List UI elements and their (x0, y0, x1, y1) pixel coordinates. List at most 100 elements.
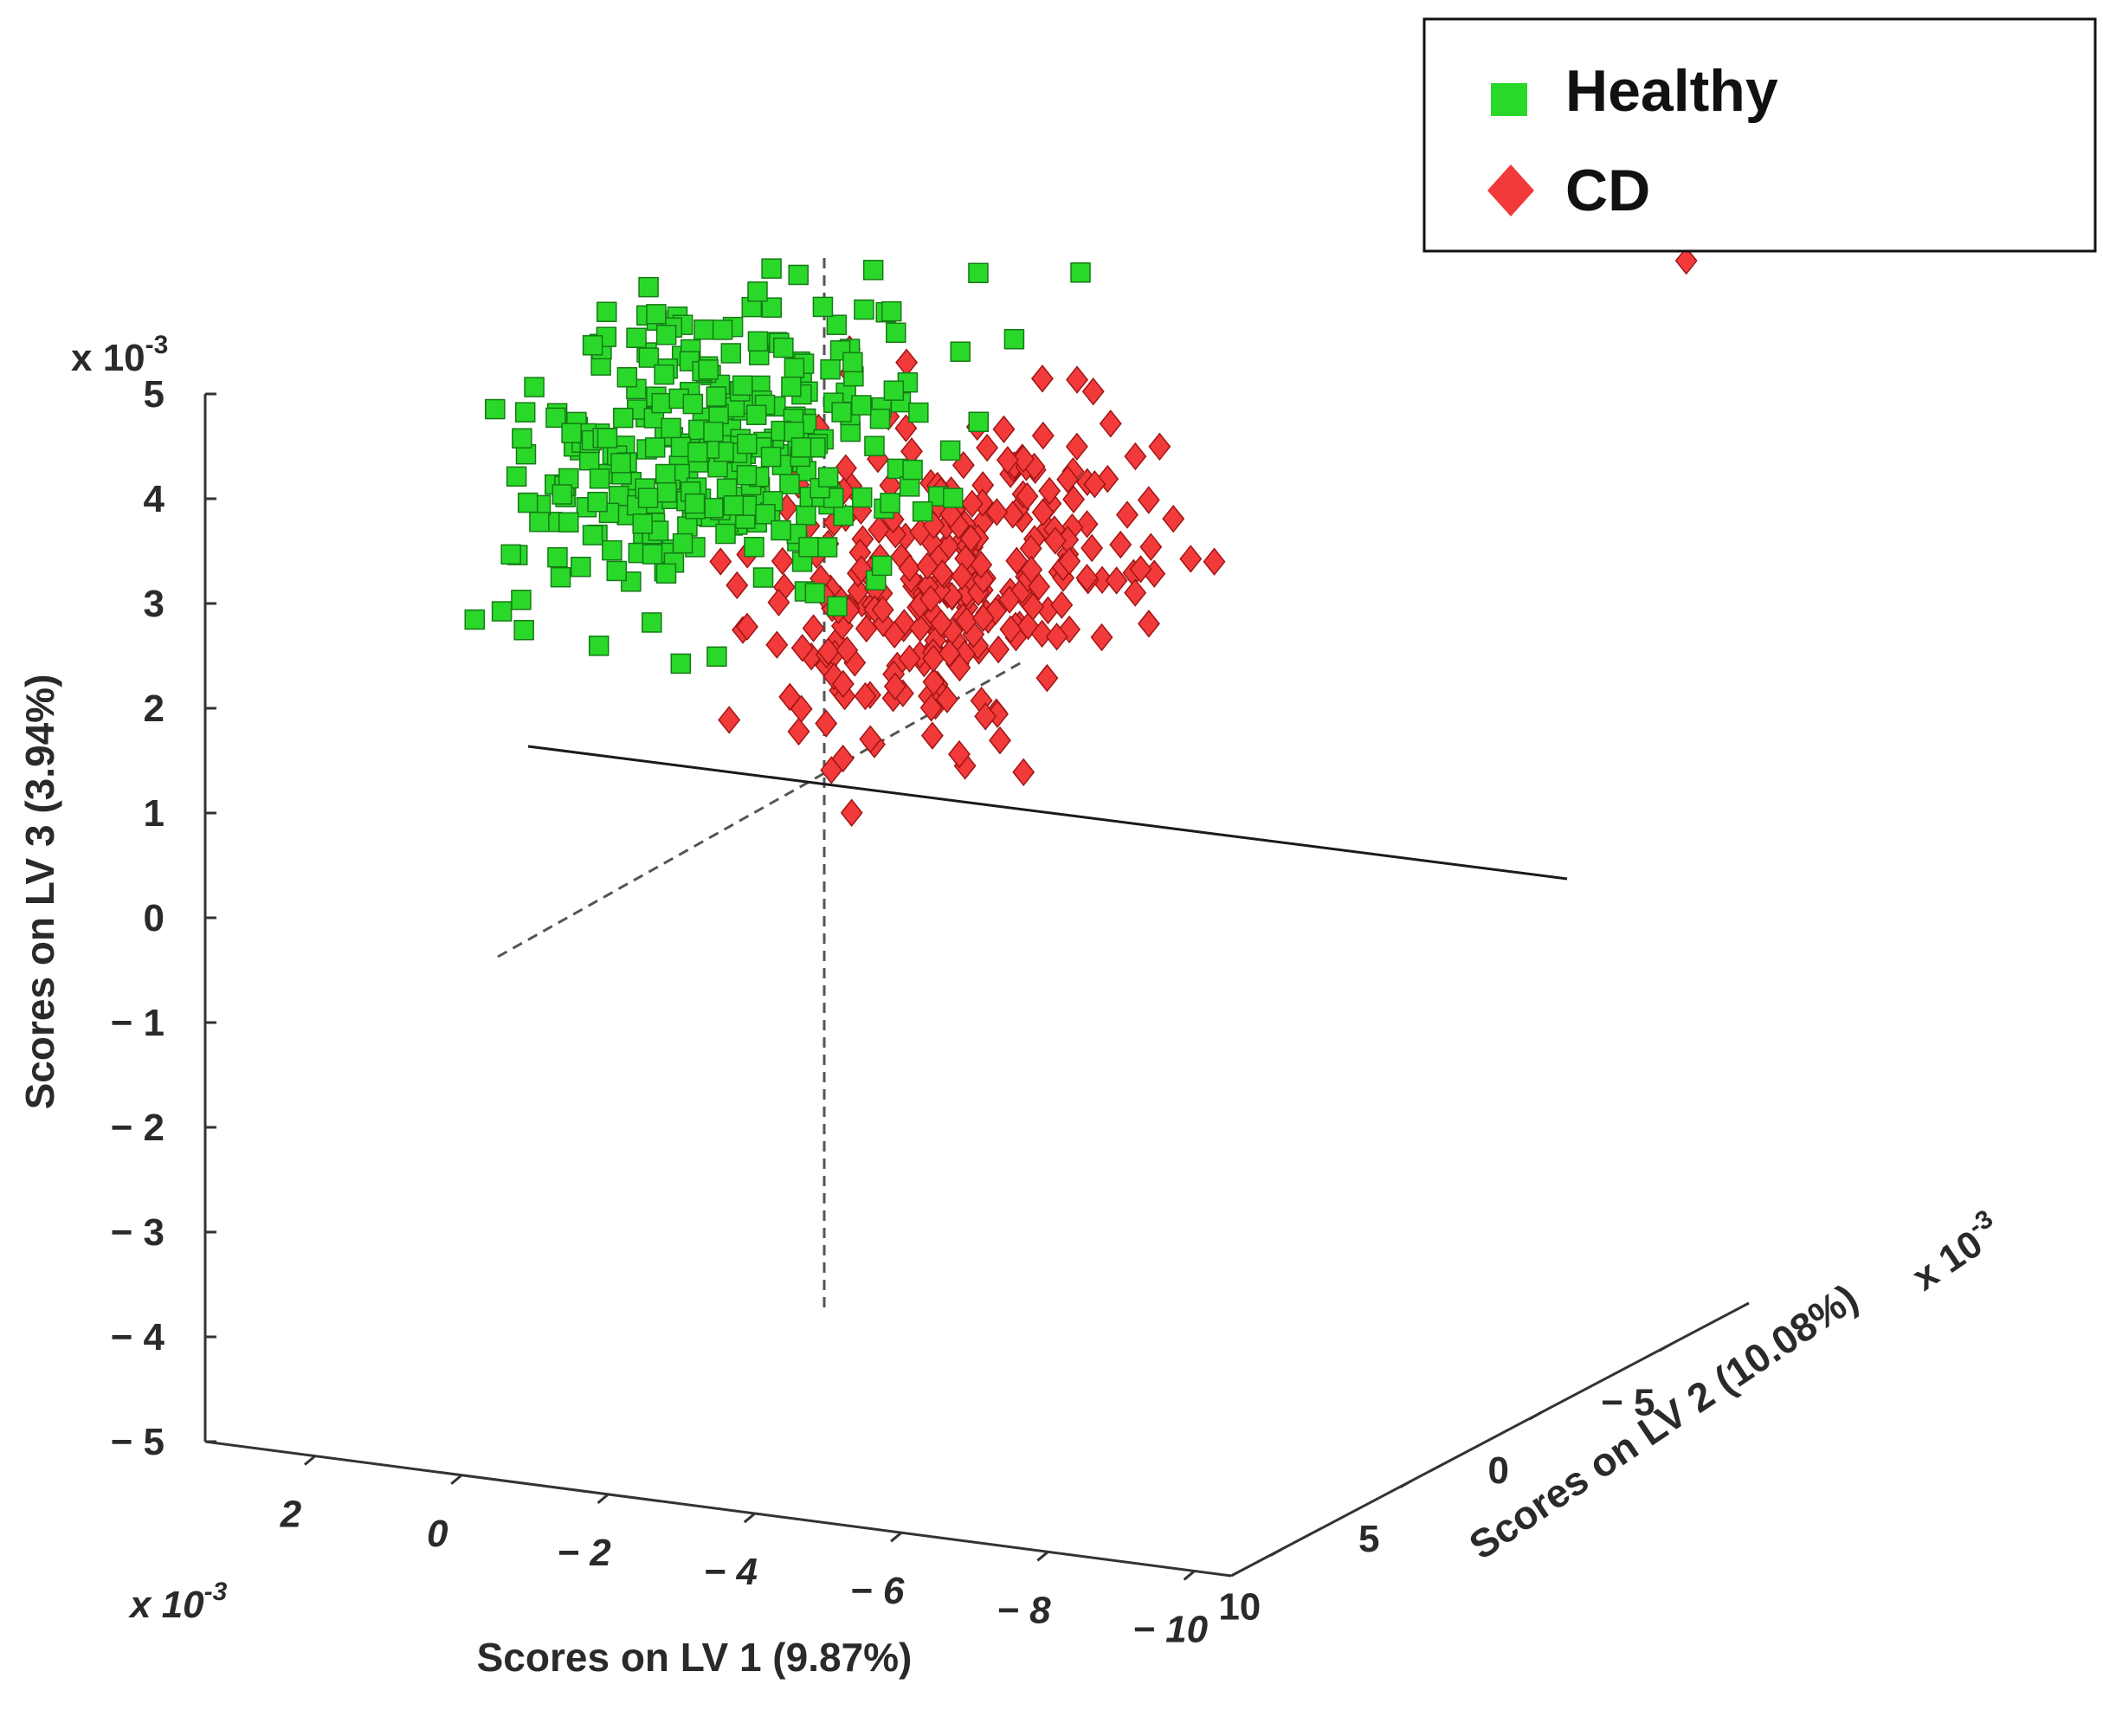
y-axis-multiplier: x 10-3 (1901, 1204, 2009, 1299)
cd-point (1043, 526, 1067, 555)
cd-point (1056, 465, 1080, 494)
x-tick-label: − 2 (557, 1532, 611, 1574)
healthy-point (638, 276, 659, 298)
cd-point (709, 547, 732, 576)
cd-point (859, 725, 882, 753)
healthy-point (693, 319, 714, 340)
healthy-point (642, 612, 662, 633)
z-tick-label: − 5 (111, 1421, 164, 1463)
healthy-point (578, 449, 600, 471)
cd-point (1083, 470, 1106, 499)
healthy-point (715, 523, 736, 545)
healthy-point (773, 337, 794, 358)
cd-point (1030, 619, 1054, 649)
cd-point (976, 433, 999, 462)
points-layer (464, 246, 1698, 827)
healthy-point (716, 478, 738, 499)
cd-point (938, 639, 961, 668)
cd-point (767, 588, 790, 616)
healthy-point (588, 636, 610, 656)
healthy-point (677, 516, 698, 537)
healthy-point (712, 319, 733, 340)
cd-point (790, 634, 814, 662)
z-multiplier-exp: -3 (145, 331, 169, 359)
z-axis-multiplier: x 10-3 (71, 331, 168, 379)
healthy-point (613, 407, 634, 429)
legend-healthy-label: Healthy (1565, 58, 1778, 124)
healthy-point (851, 395, 872, 416)
healthy-point (644, 437, 666, 458)
healthy-point (747, 281, 768, 302)
cd-point (1081, 533, 1104, 563)
cd-point (935, 685, 958, 713)
z-axis-title: Scores on LV 3 (3.94%) (17, 674, 62, 1110)
cd-point (771, 546, 794, 576)
cd-point (1012, 444, 1035, 474)
cd-point (987, 635, 1010, 664)
cd-point (1674, 246, 1698, 275)
cd-point (787, 717, 810, 746)
healthy-point (655, 563, 677, 584)
healthy-point (512, 428, 532, 449)
healthy-point (654, 364, 674, 385)
healthy-point (602, 539, 623, 561)
cd-point (919, 584, 942, 613)
healthy-point (558, 512, 579, 533)
cd-point (840, 798, 863, 827)
healthy-point (761, 258, 782, 279)
healthy-point (655, 325, 677, 345)
cd-point (1031, 498, 1055, 526)
healthy-point (646, 304, 667, 325)
y-tick-label: 10 (1218, 1586, 1261, 1629)
cd-point (985, 498, 1009, 526)
legend-cd-label: CD (1565, 158, 1650, 223)
healthy-point (464, 609, 486, 630)
x-tick-label: − 10 (1132, 1608, 1208, 1650)
healthy-point (511, 590, 532, 610)
cd-point (974, 702, 997, 731)
cd-point (883, 620, 906, 649)
cd-point (1148, 432, 1171, 461)
healthy-point (908, 402, 929, 423)
cd-point (854, 681, 877, 711)
z-tick-label: − 1 (111, 1002, 164, 1044)
y-tick-mark (1270, 1547, 1284, 1557)
x-tick-mark (890, 1532, 903, 1543)
cd-point (1035, 663, 1059, 693)
z-tick-label: 0 (144, 897, 164, 939)
cd-point (898, 553, 921, 583)
cd-point (847, 577, 870, 605)
healthy-point (491, 601, 513, 622)
healthy-point (606, 560, 627, 582)
healthy-point (706, 646, 727, 668)
healthy-point (703, 498, 724, 519)
healthy-point (736, 465, 758, 486)
x-tick-mark (1036, 1551, 1049, 1562)
healthy-point (869, 408, 891, 429)
healthy-point (651, 392, 672, 414)
cd-point (1109, 530, 1132, 559)
diagonal-dashed-line (497, 661, 1022, 958)
healthy-point (862, 260, 884, 281)
cd-point (726, 571, 749, 600)
cd-point (984, 597, 1007, 625)
y-tick-label: 0 (1488, 1449, 1509, 1492)
y-tick-label: 5 (1358, 1518, 1379, 1560)
cd-point (1139, 532, 1163, 561)
healthy-point (545, 407, 566, 429)
cd-point (1022, 592, 1045, 621)
healthy-point (517, 492, 539, 513)
healthy-point (632, 513, 653, 534)
healthy-point (638, 347, 660, 368)
x-tick-mark (450, 1474, 463, 1485)
cd-point (1075, 564, 1099, 592)
healthy-point (1070, 262, 1091, 283)
healthy-point (552, 484, 573, 505)
cd-point (1058, 546, 1081, 576)
cd-point (1075, 510, 1099, 539)
healthy-point (950, 341, 971, 362)
x-tick-label: − 4 (704, 1551, 758, 1593)
healthy-point (684, 493, 706, 514)
healthy-point (912, 501, 933, 522)
healthy-point (968, 411, 990, 432)
